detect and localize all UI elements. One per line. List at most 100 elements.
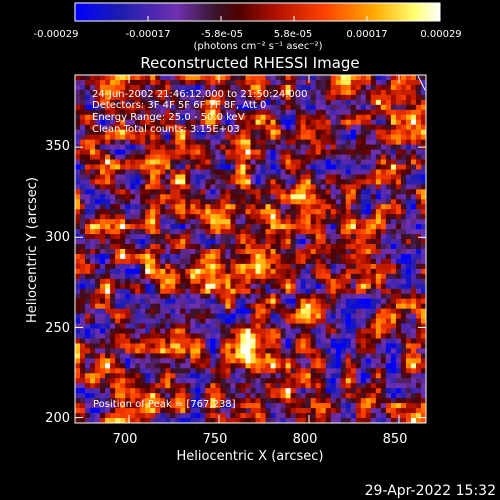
heatmap-cell (365, 169, 372, 176)
heatmap-cell (90, 194, 96, 200)
heatmap-cell (95, 338, 101, 345)
heatmap-cell (115, 368, 121, 374)
heatmap-cell (345, 94, 352, 101)
heatmap-cell (95, 273, 101, 280)
heatmap-cell (110, 313, 116, 320)
heatmap-cell (330, 209, 337, 215)
heatmap-cell (190, 303, 196, 310)
heatmap-cell (305, 333, 312, 340)
heatmap-cell (305, 383, 312, 389)
heatmap-cell (325, 154, 332, 161)
heatmap-cell (145, 184, 151, 190)
heatmap-cell (420, 268, 426, 275)
heatmap-cell (100, 84, 106, 91)
heatmap-cell (270, 154, 277, 161)
heatmap-cell (410, 184, 417, 190)
heatmap-cell (140, 109, 146, 116)
heatmap-cell (400, 244, 407, 250)
heatmap-cell (240, 318, 247, 325)
heatmap-cell (335, 134, 342, 141)
heatmap-cell (105, 119, 111, 126)
heatmap-cell (275, 99, 282, 106)
heatmap-cell (250, 313, 257, 320)
heatmap-cell (195, 403, 201, 409)
heatmap-cell (190, 253, 196, 260)
heatmap-cell (395, 333, 402, 340)
heatmap-cell (80, 84, 86, 91)
heatmap-cell (225, 149, 232, 156)
heatmap-cell (290, 124, 297, 131)
heatmap-cell (150, 378, 156, 384)
heatmap-cell (105, 244, 111, 250)
heatmap-cell (310, 258, 317, 265)
heatmap-cell (90, 388, 96, 394)
heatmap-cell (365, 318, 372, 325)
heatmap-cell (420, 388, 426, 394)
heatmap-cell (305, 204, 312, 210)
heatmap-cell (105, 308, 111, 315)
heatmap-cell (135, 348, 141, 354)
heatmap-cell (75, 104, 81, 111)
heatmap-cell (135, 403, 141, 409)
heatmap-cell (165, 199, 171, 205)
heatmap-cell (115, 239, 121, 245)
heatmap-cell (135, 373, 141, 379)
heatmap-cell (290, 229, 297, 235)
heatmap-cell (180, 239, 186, 245)
heatmap-cell (225, 403, 232, 409)
heatmap-cell (135, 268, 141, 275)
heatmap-cell (90, 253, 96, 260)
heatmap-cell (260, 154, 267, 161)
heatmap-cell (95, 179, 101, 185)
heatmap-cell (285, 398, 292, 404)
heatmap-cell (285, 75, 292, 81)
heatmap-cell (265, 358, 272, 364)
heatmap-cell (220, 109, 227, 116)
heatmap-cell (240, 199, 247, 205)
heatmap-cell (130, 139, 136, 146)
heatmap-cell (245, 204, 252, 210)
heatmap-cell (265, 249, 272, 255)
heatmap-cell (100, 144, 106, 151)
heatmap-cell (300, 189, 307, 195)
heatmap-cell (400, 94, 407, 101)
heatmap-cell (290, 84, 297, 91)
heatmap-cell (335, 273, 342, 280)
heatmap-cell (160, 388, 166, 394)
heatmap-cell (130, 393, 136, 399)
heatmap-cell (240, 413, 247, 419)
heatmap-cell (125, 94, 131, 101)
heatmap-cell (395, 278, 402, 285)
heatmap-cell (195, 169, 201, 176)
heatmap-cell (390, 194, 397, 200)
heatmap-cell (310, 234, 317, 240)
heatmap-cell (295, 159, 302, 166)
heatmap-cell (245, 363, 252, 369)
heatmap-cell (160, 283, 166, 290)
heatmap-cell (300, 199, 307, 205)
heatmap-cell (385, 229, 392, 235)
heatmap-cell (285, 308, 292, 315)
heatmap-cell (95, 199, 101, 205)
heatmap-cell (210, 353, 216, 359)
heatmap-cell (410, 149, 417, 156)
heatmap-cell (135, 149, 141, 156)
heatmap-cell (355, 343, 362, 350)
heatmap-cell (220, 283, 227, 290)
heatmap-cell (265, 378, 272, 384)
heatmap-cell (395, 244, 402, 250)
heatmap-cell (365, 313, 372, 320)
heatmap-cell (265, 159, 272, 166)
heatmap-cell (75, 119, 81, 126)
heatmap-cell (400, 323, 407, 330)
heatmap-cell (375, 104, 382, 111)
heatmap-cell (355, 184, 362, 190)
heatmap-cell (210, 368, 216, 374)
heatmap-cell (95, 139, 101, 146)
heatmap-cell (400, 398, 407, 404)
heatmap-cell (115, 119, 121, 126)
heatmap-cell (360, 348, 367, 354)
heatmap-cell (180, 244, 186, 250)
heatmap-cell (380, 358, 387, 364)
heatmap-cell (310, 75, 317, 81)
